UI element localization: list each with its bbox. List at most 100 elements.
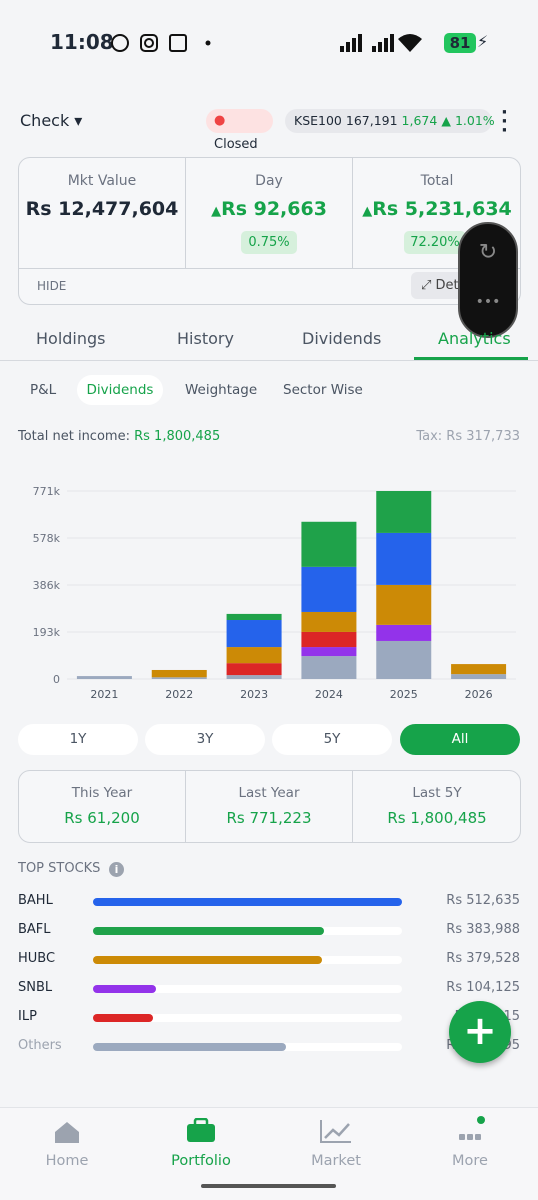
bar-track [93, 985, 402, 993]
stock-name: BAHL [18, 893, 53, 908]
summary-card: Mkt Value Rs 12,477,604 Day ▲Rs 92,663 0… [18, 157, 521, 305]
stock-bar [93, 956, 322, 964]
market-status-text: Closed [214, 137, 258, 152]
tax: Tax: Rs 317,733 [416, 429, 520, 444]
y-tick-label: 771k [33, 485, 61, 498]
stock-bar [93, 898, 402, 906]
status-icons [111, 34, 211, 52]
stock-value: Rs 383,988 [446, 922, 520, 937]
bar-segment [151, 677, 207, 679]
y-tick-label: 193k [33, 626, 61, 639]
sub-tab[interactable]: Sector Wise [283, 382, 363, 398]
period-button[interactable]: 3Y [145, 724, 265, 755]
bar-segment [301, 566, 357, 612]
value: Rs 92,663 [221, 198, 327, 220]
stock-value: Rs 104,125 [446, 980, 520, 995]
nav-item[interactable]: Home [45, 1153, 89, 1169]
index-change-pct: 1.01% [454, 113, 495, 128]
stock-name: ILP [18, 1009, 37, 1024]
tab-active[interactable]: Analytics [438, 329, 511, 348]
sub-tab[interactable]: Weightage [185, 382, 258, 398]
add-button[interactable]: + [449, 1001, 511, 1063]
label: Total [420, 173, 454, 189]
floating-overlay[interactable]: ↻ ••• [458, 222, 518, 338]
x-tick-label: 2024 [315, 688, 343, 701]
battery: 81 [444, 33, 476, 53]
bar-segment [376, 584, 432, 625]
stock-name: BAFL [18, 922, 51, 937]
charging-icon: ⚡ [477, 32, 489, 51]
bottom-nav: Home Portfolio Market More [0, 1107, 538, 1200]
bar-segment [226, 675, 282, 679]
label: Mkt Value [67, 173, 137, 189]
stock-name: Others [18, 1038, 62, 1053]
hide-button[interactable]: HIDE [37, 279, 67, 293]
info-icon[interactable]: i [109, 862, 124, 877]
value: Rs 1,800,485 [387, 809, 487, 827]
x-tick-label: 2026 [465, 688, 493, 701]
bar-segment [76, 676, 132, 679]
bar-segment [226, 620, 282, 648]
period-button[interactable]: 1Y [18, 724, 138, 755]
bar-segment [451, 664, 507, 675]
bar-segment [301, 611, 357, 632]
market-status: ● Closed [206, 109, 273, 152]
tab[interactable]: History [177, 329, 234, 348]
index-name: KSE100 167,191 [294, 113, 398, 128]
nav-item[interactable]: More [452, 1153, 488, 1169]
stock-bar [93, 985, 156, 993]
x-tick-label: 2022 [165, 688, 193, 701]
bar-segment [301, 647, 357, 657]
dividend-chart: 0 193k 386k 578k 771k 2021 2022 2023 2024 2025 202… [33, 485, 516, 701]
y-tick-label: 578k [33, 532, 61, 545]
bar-segment [376, 491, 432, 533]
portfolio-name: Check [20, 111, 70, 130]
x-tick-label: 2023 [240, 688, 268, 701]
menu-button[interactable]: · · · [501, 102, 508, 141]
label: Last 5Y [412, 785, 462, 801]
period-button[interactable]: 5Y [272, 724, 392, 755]
income-value: Rs 1,800,485 [134, 429, 221, 444]
sub-tab[interactable]: P&L [30, 382, 57, 398]
value: Rs 771,223 [226, 809, 312, 827]
signal-icons [340, 34, 422, 52]
bar-segment [226, 647, 282, 664]
stock-name: HUBC [18, 951, 56, 966]
nav-item[interactable]: Market [311, 1153, 361, 1169]
bar-segment [376, 624, 432, 641]
stock-name: SNBL [18, 980, 53, 995]
sub-tab-active[interactable]: Dividends [77, 375, 163, 405]
value: Rs 61,200 [64, 809, 140, 827]
bar-segment [301, 631, 357, 648]
portfolio-selector[interactable]: Check ▾ [20, 111, 83, 130]
stock-bar [93, 1043, 287, 1051]
bar-track [93, 1014, 402, 1022]
index-change: 1,674 [401, 113, 438, 128]
label: Day [255, 173, 283, 189]
stock-bar [93, 1014, 154, 1022]
bar-segment [226, 663, 282, 676]
stock-value: Rs 379,528 [446, 951, 520, 966]
bar-segment [376, 640, 432, 679]
label: Last Year [238, 785, 300, 801]
income-label: Total net income: [18, 429, 130, 444]
pct: 0.75% [241, 231, 297, 254]
period-button-active[interactable]: All [400, 724, 520, 755]
x-tick-label: 2021 [90, 688, 118, 701]
bar-segment [376, 532, 432, 585]
tab[interactable]: Dividends [302, 329, 382, 348]
tab[interactable]: Holdings [36, 329, 106, 348]
bar-segment [451, 674, 507, 679]
y-tick-label: 386k [33, 579, 61, 592]
bar-segment [151, 669, 207, 678]
pct: 72.20% [404, 231, 466, 254]
x-tick-label: 2025 [390, 688, 418, 701]
time: 11:08 [50, 30, 114, 54]
bar-segment [226, 613, 282, 621]
index-pill: KSE100 167,191 1,674 ▲ 1.01% [285, 109, 495, 133]
section-title: TOP STOCKS [18, 861, 101, 876]
value: Rs 12,477,604 [25, 198, 179, 220]
y-tick-label: 0 [53, 673, 60, 686]
nav-item-active[interactable]: Portfolio [171, 1153, 231, 1169]
